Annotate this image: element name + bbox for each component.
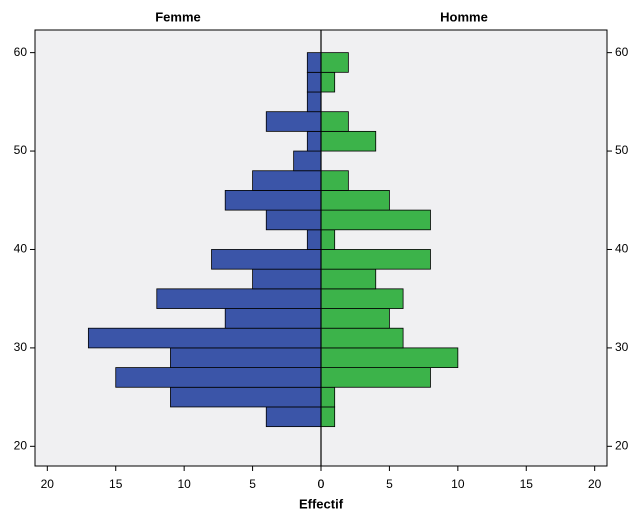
y-tick-label: 60: [615, 45, 629, 59]
bar: [320, 386, 336, 408]
bar: [320, 229, 336, 250]
x-tick-label: 20: [41, 477, 55, 491]
bar: [320, 308, 390, 329]
bar: [320, 209, 431, 231]
bar: [306, 229, 322, 250]
bar: [156, 288, 322, 309]
y-tick-label: 60: [14, 45, 28, 59]
bar: [306, 52, 322, 73]
bar: [320, 249, 431, 270]
bar: [224, 308, 322, 329]
bar: [320, 406, 336, 428]
bar: [320, 367, 431, 388]
y-tick-label: 20: [615, 438, 629, 452]
y-tick-label: 30: [615, 340, 629, 354]
bar: [306, 91, 322, 113]
bar: [115, 367, 322, 388]
bar: [170, 347, 322, 368]
bar: [320, 190, 390, 211]
bar: [252, 170, 322, 191]
y-tick-label: 20: [14, 438, 28, 452]
x-tick-label: 0: [318, 477, 325, 491]
bar: [293, 150, 322, 172]
bar: [320, 130, 377, 152]
bar: [320, 347, 459, 368]
y-tick-label: 40: [615, 242, 629, 256]
bar: [320, 71, 336, 93]
bar: [306, 71, 322, 93]
bar: [87, 327, 322, 349]
bar: [320, 268, 377, 290]
bar: [170, 386, 322, 408]
bar: [320, 111, 349, 132]
bar: [265, 209, 322, 231]
bar: [224, 190, 322, 211]
x-axis-label: Effectif: [299, 496, 344, 511]
bar: [320, 52, 349, 73]
y-tick-label: 50: [615, 143, 629, 157]
bar: [320, 288, 404, 309]
x-tick-label: 20: [588, 477, 602, 491]
x-tick-label: 10: [177, 477, 191, 491]
bar: [306, 130, 322, 152]
series-title: Homme: [440, 9, 488, 24]
bar: [265, 111, 322, 132]
bar: [265, 406, 322, 428]
y-tick-label: 30: [14, 340, 28, 354]
series-title: Femme: [155, 9, 201, 24]
bar: [252, 268, 322, 290]
x-tick-label: 15: [520, 477, 534, 491]
bar: [320, 170, 349, 191]
bar: [320, 327, 404, 349]
bar: [211, 249, 322, 270]
x-tick-label: 5: [249, 477, 256, 491]
y-tick-label: 50: [14, 143, 28, 157]
x-tick-label: 10: [451, 477, 465, 491]
x-tick-label: 5: [386, 477, 393, 491]
x-tick-label: 0: [318, 477, 325, 491]
y-tick-label: 40: [14, 242, 28, 256]
x-tick-label: 15: [109, 477, 123, 491]
